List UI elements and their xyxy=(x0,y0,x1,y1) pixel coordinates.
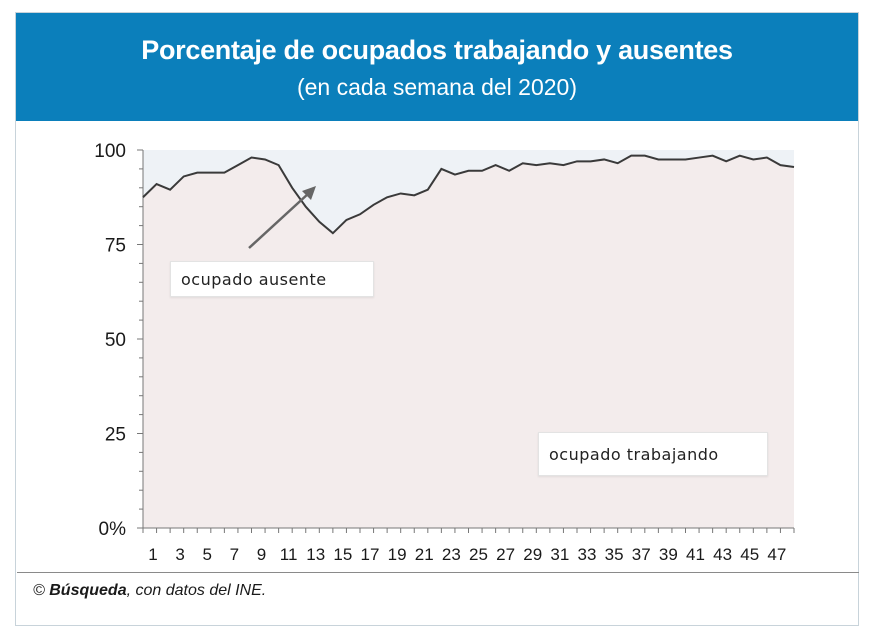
x-tick-label: 29 xyxy=(523,545,542,564)
x-tick-label: 45 xyxy=(740,545,759,564)
chart-title: Porcentaje de ocupados trabajando y ause… xyxy=(141,35,733,65)
x-tick-label: 47 xyxy=(767,545,786,564)
y-tick-label: 100 xyxy=(94,141,126,162)
x-tick-label: 31 xyxy=(550,545,569,564)
x-tick-label: 41 xyxy=(686,545,705,564)
source-note: © Búsqueda, con datos del INE. xyxy=(33,582,266,600)
x-tick-label: 7 xyxy=(230,545,239,564)
x-tick-label: 35 xyxy=(605,545,624,564)
y-tick-label: 0% xyxy=(99,519,127,540)
footer-divider xyxy=(17,572,859,573)
annotation-arrow xyxy=(248,186,316,249)
y-tick-label: 50 xyxy=(105,330,126,351)
arrow-head xyxy=(302,186,316,200)
x-tick-label: 3 xyxy=(175,545,184,564)
x-tick-label: 11 xyxy=(280,545,298,564)
x-tick-label: 5 xyxy=(203,545,212,564)
x-tick-label: 13 xyxy=(306,545,325,564)
source-rest: , con datos del INE. xyxy=(126,582,267,599)
x-axis: 1 3 5 7 9 11 13 15 17 19 21 23 25 27 29 31 33 35 37 39 41 43 4… xyxy=(142,527,795,564)
x-tick-label: 21 xyxy=(415,545,434,564)
x-tick-label: 19 xyxy=(388,545,407,564)
x-tick-label: 15 xyxy=(333,545,352,564)
chart-subtitle: (en cada semana del 2020) xyxy=(296,74,578,100)
copyright-symbol: © xyxy=(33,582,45,599)
chart-header: Porcentaje de ocupados trabajando y ause… xyxy=(16,13,858,121)
x-tick-label: 1 xyxy=(148,545,157,564)
source-brand: Búsqueda xyxy=(49,582,127,599)
x-tick-label: 9 xyxy=(257,545,266,564)
x-tick-label: 43 xyxy=(713,545,732,564)
y-axis: 100 75 50 25 0% xyxy=(94,141,144,540)
x-tick-label: 33 xyxy=(578,545,597,564)
x-tick-label: 27 xyxy=(496,545,515,564)
x-tick-label: 25 xyxy=(469,545,488,564)
chart-line xyxy=(142,154,795,235)
x-tick-label: 39 xyxy=(659,545,678,564)
label-ocupado-ausente: ocupado ausente xyxy=(170,261,374,297)
label-ocupado-trabajando: ocupado trabajando xyxy=(538,432,768,476)
y-tick-label: 75 xyxy=(105,236,126,257)
x-tick-label: 37 xyxy=(632,545,651,564)
arrow-shaft xyxy=(248,192,310,249)
x-tick-label: 17 xyxy=(361,545,380,564)
series-line-ocupado-trabajando xyxy=(142,154,795,235)
y-tick-label: 25 xyxy=(105,425,126,446)
area-ocupado-ausente xyxy=(143,150,794,234)
x-tick-label: 23 xyxy=(442,545,461,564)
